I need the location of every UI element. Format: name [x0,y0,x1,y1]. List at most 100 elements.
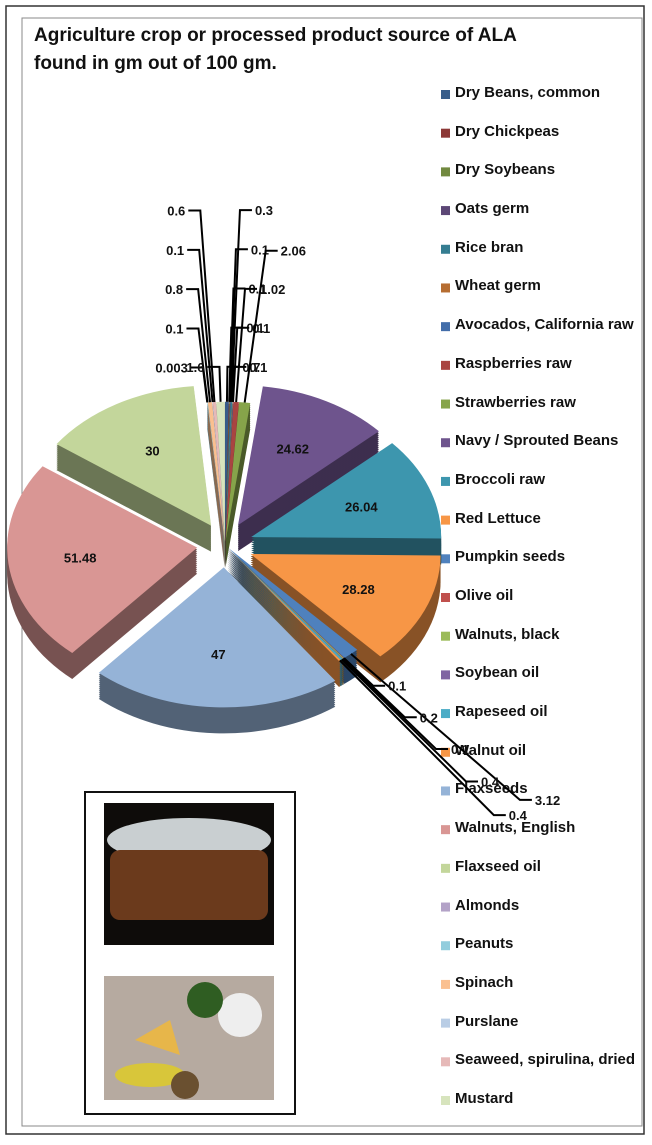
legend-entry-box: Avocados, California raw [455,316,640,360]
legend-entry: Walnuts, English [455,819,640,836]
legend-entry-box: Soybean oil [455,664,640,708]
legend-entry: Red Lettuce [455,510,640,527]
legend-swatch [441,361,450,370]
legend-entry-box: Red Lettuce [455,510,640,554]
legend-swatch [441,129,450,138]
legend-entry: Walnut oil [455,742,640,759]
legend-entry-box: Navy / Sprouted Beans [455,432,640,476]
data-label: 24.62 [276,441,309,456]
legend-entry-box: Raspberries raw [455,355,640,399]
legend-entry-box: Purslane [455,1013,640,1057]
legend-entry: Soybean oil [455,664,640,681]
legend-entry-box: Rapeseed oil [455,703,640,747]
legend-swatch [441,709,450,718]
legend-entry-box: Olive oil [455,587,640,631]
legend-entry: Almonds [455,897,640,914]
legend-entry-box: Dry Beans, common [455,84,640,128]
data-label: 26.04 [345,499,378,514]
legend-entry-box: Flaxseed oil [455,858,640,902]
data-label: 0.3 [255,203,273,218]
legend-entry-box: Mustard [455,1090,640,1134]
title-box: Agriculture crop or processed product so… [34,22,534,92]
legend-entry: Spinach [455,974,640,991]
legend-entry: Olive oil [455,587,640,604]
data-label: 0.4 [509,808,528,823]
legend-entry-box: Walnuts, black [455,626,640,670]
legend-entry: Wheat germ [455,277,640,294]
legend-entry: Pumpkin seeds [455,548,640,565]
data-label: 1.02 [260,282,285,297]
legend-swatch [441,245,450,254]
legend-entry: Flaxseed oil [455,858,640,875]
legend-entry-box: Wheat germ [455,277,640,321]
legend-swatch [441,554,450,563]
legend-entry: Dry Beans, common [455,84,640,101]
data-label: 2.06 [281,244,306,259]
legend-swatch [441,941,450,950]
legend-entry-box: Oats germ [455,200,640,244]
legend-swatch [441,90,450,99]
legend-entry-box: Spinach [455,974,640,1018]
photo-box [85,792,295,1114]
data-label: 0.6 [167,203,185,218]
data-label: 0.1 [165,321,183,336]
chart: Agriculture crop or processed product so… [0,0,652,1140]
legend-swatch [441,903,450,912]
legend-swatch [441,400,450,409]
legend-entry: Dry Chickpeas [455,123,640,140]
legend-swatch [441,864,450,873]
legend-swatch [441,825,450,834]
legend-entry-box: Peanuts [455,935,640,979]
data-label: 1.6 [186,360,204,375]
data-label: 0.1 [249,360,267,375]
legend-entry: Broccoli raw [455,471,640,488]
legend-entry: Seaweed, spirulina, dried [455,1051,640,1068]
photo-oil-body [110,850,268,920]
legend-entry: Dry Soybeans [455,161,640,178]
data-label: 0.2 [420,710,438,725]
legend-entry: Rapeseed oil [455,703,640,720]
legend-swatch [441,167,450,176]
legend-entry: Peanuts [455,935,640,952]
legend-swatch [441,322,450,331]
legend-entry-box: Dry Soybeans [455,161,640,205]
legend-entry-box: Pumpkin seeds [455,548,640,592]
legend-entry: Oats germ [455,200,640,217]
legend-swatch [441,670,450,679]
legend-entry: Strawberries raw [455,394,640,411]
legend-swatch [441,1096,450,1105]
data-label: 51.48 [64,551,97,566]
legend-swatch [441,786,450,795]
legend-entry: Walnuts, black [455,626,640,643]
legend-swatch [441,283,450,292]
data-label: 0.1 [451,742,469,757]
legend-swatch [441,1057,450,1066]
data-label: 0.8 [165,282,183,297]
legend-swatch [441,477,450,486]
legend-entry-box: Almonds [455,897,640,941]
legend-entry-box: Strawberries raw [455,394,640,438]
data-label: 28.28 [342,582,375,597]
data-label: 0.4 [481,774,500,789]
legend-entry-box: Dry Chickpeas [455,123,640,167]
legend-swatch [441,516,450,525]
photo-potato [171,1071,199,1099]
photo-cauliflower [218,993,262,1037]
legend-entry: Navy / Sprouted Beans [455,432,640,449]
legend-entry: Raspberries raw [455,355,640,372]
legend-entry-box: Walnuts, English [455,819,640,863]
data-label: 3.12 [535,793,560,808]
legend-entry: Avocados, California raw [455,316,640,333]
data-label: 30 [145,443,159,458]
legend-swatch [441,438,450,447]
legend-swatch [441,980,450,989]
data-label: 0.1 [166,243,184,258]
legend-entry-box: Broccoli raw [455,471,640,515]
legend-entry: Rice bran [455,239,640,256]
legend-swatch [441,632,450,641]
data-label: 0.1 [388,679,406,694]
legend-entry-box: Seaweed, spirulina, dried [455,1051,640,1095]
legend-swatch [441,1019,450,1028]
legend-swatch [441,593,450,602]
legend-swatch [441,206,450,215]
